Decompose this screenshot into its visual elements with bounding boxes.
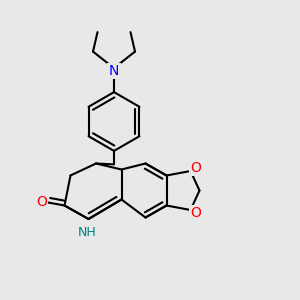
Text: O: O bbox=[190, 206, 201, 220]
Text: O: O bbox=[190, 161, 201, 175]
Text: O: O bbox=[36, 196, 47, 209]
Text: N: N bbox=[109, 64, 119, 78]
Text: NH: NH bbox=[78, 226, 96, 239]
